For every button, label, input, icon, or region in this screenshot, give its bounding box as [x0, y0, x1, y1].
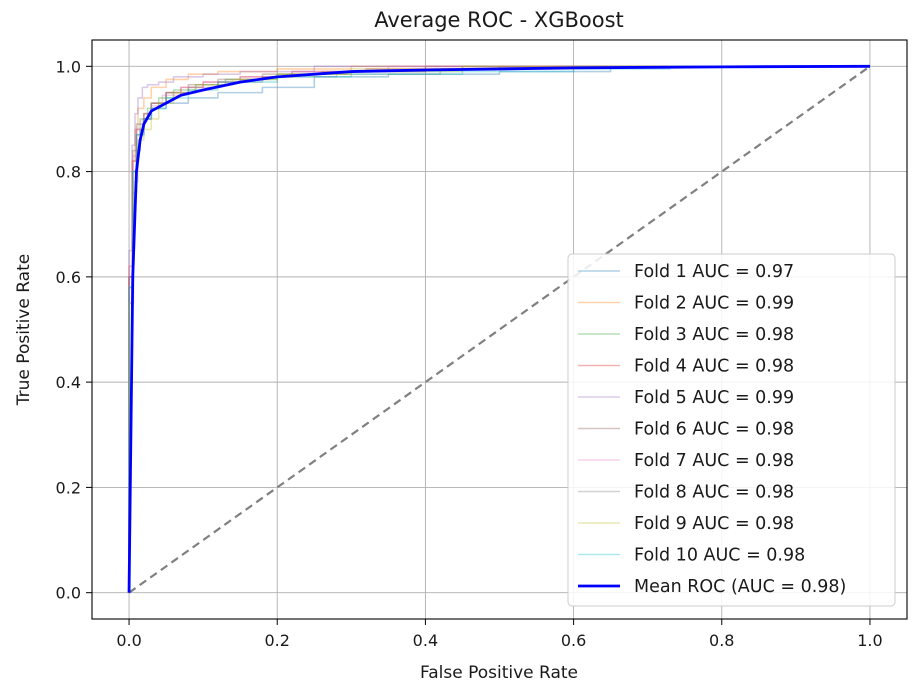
legend-label: Fold 9 AUC = 0.98 — [634, 514, 794, 534]
y-tick-label: 0.6 — [56, 268, 81, 287]
legend-label: Fold 1 AUC = 0.97 — [634, 262, 794, 282]
fold-roc-line — [128, 65, 870, 593]
y-tick-label: 0.2 — [56, 478, 81, 497]
y-axis-ticks: 0.0 0.2 0.4 0.6 0.8 1.0 — [56, 57, 92, 603]
reference-line — [128, 65, 871, 594]
x-axis-ticks: 0.0 0.2 0.4 0.6 0.8 1.0 — [116, 619, 883, 650]
fold-roc-line — [128, 65, 870, 593]
diagonal-reference-line — [128, 65, 871, 594]
plot-frame — [91, 39, 908, 620]
legend: Fold 1 AUC = 0.97 Fold 2 AUC = 0.99 Fold 3… — [567, 253, 896, 607]
y-axis-label: True Positive Rate — [14, 254, 34, 406]
legend-label: Fold 5 AUC = 0.99 — [634, 388, 794, 408]
legend-label: Fold 3 AUC = 0.98 — [634, 325, 794, 345]
legend-label: Fold 4 AUC = 0.98 — [634, 357, 794, 377]
x-tick-label: 0.0 — [116, 631, 141, 650]
fold-roc-line — [128, 65, 870, 593]
x-tick-label: 0.2 — [265, 631, 290, 650]
y-tick-label: 0.4 — [56, 373, 81, 392]
legend-label: Fold 7 AUC = 0.98 — [634, 451, 794, 471]
legend-label: Fold 6 AUC = 0.98 — [634, 420, 794, 440]
x-tick-label: 0.4 — [413, 631, 438, 650]
x-tick-label: 0.8 — [709, 631, 734, 650]
legend-label: Fold 10 AUC = 0.98 — [634, 546, 805, 566]
y-tick-label: 1.0 — [56, 57, 81, 76]
fold-roc-line — [128, 65, 870, 593]
mean-roc-line — [127, 64, 870, 593]
chart-title: Average ROC - XGBoost — [374, 8, 624, 32]
series-lines — [127, 64, 870, 593]
legend-box — [567, 253, 896, 607]
legend-label: Mean ROC (AUC = 0.98) — [634, 577, 846, 597]
y-tick-label: 0.0 — [56, 584, 81, 603]
legend-label: Fold 8 AUC = 0.98 — [634, 483, 794, 503]
y-tick-label: 0.8 — [56, 163, 81, 182]
legend-label: Fold 2 AUC = 0.99 — [634, 294, 794, 314]
x-tick-label: 0.6 — [561, 631, 586, 650]
fold-roc-line — [128, 65, 870, 593]
x-tick-label: 1.0 — [857, 631, 882, 650]
fold-roc-line — [128, 65, 870, 593]
x-axis-label: False Positive Rate — [420, 663, 578, 683]
